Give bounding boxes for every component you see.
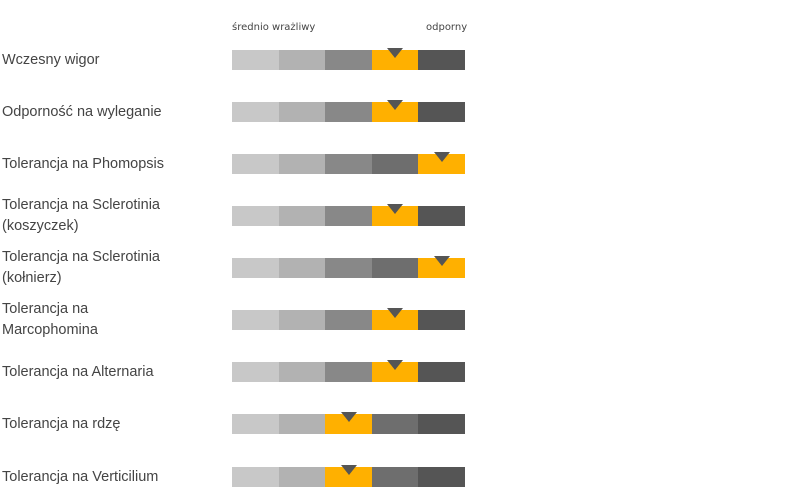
rating-segment <box>278 362 326 382</box>
row-label-line: Tolerancja na Verticilium <box>2 468 159 485</box>
row-label: Tolerancja na rdzę <box>2 414 222 435</box>
rating-segment <box>325 362 373 382</box>
rating-segment <box>232 414 280 434</box>
row-label-line: Tolerancja na rdzę <box>2 415 121 432</box>
rating-segment <box>418 206 466 226</box>
rating-marker-icon <box>433 152 450 162</box>
rating-segment <box>418 50 466 70</box>
row-label: Odporność na wyleganie <box>2 102 222 123</box>
row-label: Tolerancja na Sclerotinia (kołnierz) <box>2 247 222 289</box>
rating-bar <box>232 308 466 330</box>
rating-marker-icon <box>387 360 404 370</box>
rating-bar <box>232 256 466 278</box>
rating-segment <box>325 467 373 487</box>
rating-segment <box>325 414 373 434</box>
rating-bar <box>232 412 466 434</box>
rating-segment <box>418 362 466 382</box>
scale-min-label: średnio wrażliwy <box>232 22 316 33</box>
rating-segment <box>325 258 373 278</box>
row-label: Wczesny wigor <box>2 50 222 71</box>
rating-segment <box>278 206 326 226</box>
rating-bar <box>232 465 466 487</box>
row-label: Tolerancja na Verticilium <box>2 467 222 488</box>
rating-segment <box>371 50 419 70</box>
row-label-line: Odporność na wyleganie <box>2 103 162 120</box>
rating-segment <box>371 102 419 122</box>
rating-segment <box>418 102 466 122</box>
rating-segment <box>371 414 419 434</box>
row-label: Tolerancja na Marcophomina <box>2 299 222 341</box>
rating-segment <box>371 206 419 226</box>
rating-marker-icon <box>387 308 404 318</box>
rating-segment <box>278 467 326 487</box>
rating-marker-icon <box>387 48 404 58</box>
rating-segment <box>418 310 466 330</box>
rating-segment <box>418 154 466 174</box>
rating-segment <box>232 258 280 278</box>
rating-segment <box>232 206 280 226</box>
rating-segment <box>325 50 373 70</box>
rating-segment <box>418 258 466 278</box>
row-label-line: Tolerancja na Phomopsis <box>2 155 165 172</box>
rating-marker-icon <box>387 100 404 110</box>
rating-bar <box>232 360 466 382</box>
rating-segment <box>371 310 419 330</box>
row-label-line: Tolerancja na Alternaria <box>2 363 154 380</box>
rating-segment <box>278 310 326 330</box>
scale-max-label: odporny <box>426 22 468 33</box>
rating-segment <box>418 414 466 434</box>
rating-segment <box>278 258 326 278</box>
rating-segment <box>232 154 280 174</box>
row-label: Tolerancja na Sclerotinia (koszyczek) <box>2 195 222 237</box>
rating-segment <box>418 467 466 487</box>
rating-marker-icon <box>433 256 450 266</box>
rating-segment <box>232 362 280 382</box>
row-label-line: (koszyczek) <box>2 218 79 234</box>
rating-marker-icon <box>340 412 357 422</box>
rating-segment <box>371 362 419 382</box>
row-label: Tolerancja na Phomopsis <box>2 154 222 175</box>
rating-bar <box>232 100 466 122</box>
row-label-line: Tolerancja na Sclerotinia <box>2 197 160 213</box>
row-label-line: Marcophomina <box>2 322 98 338</box>
rating-segment <box>232 467 280 487</box>
rating-segment <box>278 414 326 434</box>
rating-marker-icon <box>340 465 357 475</box>
row-label-line: Tolerancja na Sclerotinia <box>2 249 160 265</box>
rating-segment <box>371 467 419 487</box>
rating-bar <box>232 204 466 226</box>
rating-segment <box>371 154 419 174</box>
rating-marker-icon <box>387 204 404 214</box>
row-label-line: Wczesny wigor <box>2 51 100 68</box>
rating-segment <box>278 102 326 122</box>
rating-segment <box>325 102 373 122</box>
rating-segment <box>232 50 280 70</box>
row-label-line: Tolerancja na <box>2 301 89 317</box>
rating-bar <box>232 152 466 174</box>
row-label-line: (kołnierz) <box>2 270 62 286</box>
rating-segment <box>325 206 373 226</box>
rating-segment <box>278 50 326 70</box>
rating-segment <box>325 154 373 174</box>
rating-segment <box>232 310 280 330</box>
rating-segment <box>371 258 419 278</box>
row-label: Tolerancja na Alternaria <box>2 362 222 383</box>
rating-segment <box>278 154 326 174</box>
rating-segment <box>325 310 373 330</box>
rating-segment <box>232 102 280 122</box>
rating-bar <box>232 48 466 70</box>
